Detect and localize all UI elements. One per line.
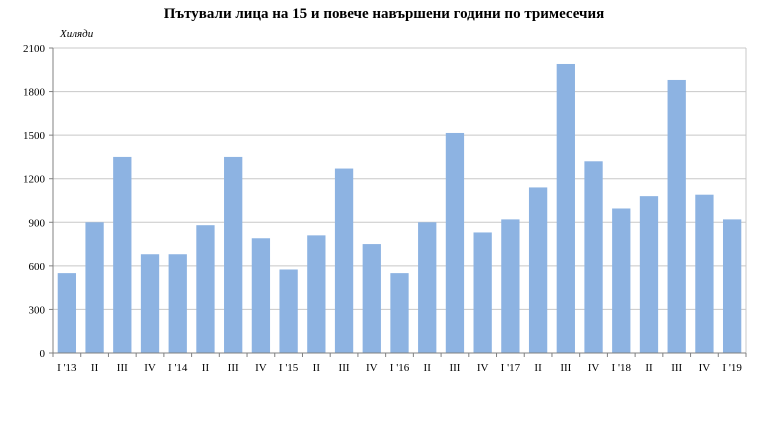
bar	[445, 132, 465, 353]
bar	[334, 168, 354, 353]
bar	[279, 269, 298, 353]
x-tick-label: I '19	[722, 362, 742, 374]
bars	[57, 63, 742, 353]
bar	[85, 222, 104, 353]
x-tick-label: III	[339, 362, 350, 374]
x-tick-label: II	[534, 362, 542, 374]
bar	[168, 254, 187, 353]
x-tick-label: III	[560, 362, 571, 374]
y-tick-label: 2100	[23, 43, 46, 55]
x-tick-label: III	[117, 362, 128, 374]
x-tick-label: II	[202, 362, 210, 374]
x-tick-label: I '16	[390, 362, 410, 374]
x-tick-label: II	[645, 362, 653, 374]
x-tick-label: I '17	[501, 362, 521, 374]
bar	[695, 194, 714, 353]
y-tick-label: 1800	[23, 87, 46, 99]
x-tick-label: IV	[588, 362, 600, 374]
bar	[390, 273, 409, 353]
bar	[418, 222, 437, 353]
y-axis-unit-label: Хиляди	[59, 28, 94, 40]
bar	[251, 238, 271, 353]
bar	[224, 156, 243, 353]
bar	[528, 187, 548, 353]
chart-title: Пътували лица на 15 и повече навършени г…	[163, 6, 605, 22]
x-tick-label: III	[228, 362, 239, 374]
x-tick-label: IV	[144, 362, 156, 374]
x-tick-label: III	[449, 362, 460, 374]
bar	[639, 196, 659, 353]
x-tick-label: IV	[477, 362, 489, 374]
y-tick-label: 600	[29, 261, 46, 273]
y-tick-label: 1500	[23, 130, 46, 142]
bar	[612, 208, 631, 353]
bar	[307, 235, 326, 353]
bar	[473, 232, 492, 353]
bar	[556, 63, 575, 353]
x-tick-label: II	[424, 362, 432, 374]
bar	[196, 225, 215, 353]
bar	[722, 219, 742, 353]
x-tick-label: III	[671, 362, 682, 374]
x-tick-label: IV	[366, 362, 378, 374]
axes	[49, 47, 747, 357]
x-tick-label: II	[91, 362, 99, 374]
bar	[584, 161, 603, 353]
bar	[362, 244, 381, 353]
y-tick-label: 1200	[23, 174, 46, 186]
bar	[113, 156, 132, 353]
x-tick-label: I '15	[279, 362, 299, 374]
x-tick-label: I '18	[612, 362, 632, 374]
bar	[501, 219, 520, 353]
y-tick-label: 300	[29, 304, 46, 316]
bar	[667, 79, 686, 353]
x-tick-label: IV	[699, 362, 711, 374]
x-tick-label: I '13	[57, 362, 77, 374]
x-tick-label: II	[313, 362, 321, 374]
bar	[140, 254, 160, 353]
x-tick-label: IV	[255, 362, 267, 374]
y-tick-label: 900	[29, 217, 46, 229]
x-tick-label: I '14	[168, 362, 188, 374]
bar	[57, 273, 77, 353]
y-tick-label: 0	[40, 348, 46, 360]
